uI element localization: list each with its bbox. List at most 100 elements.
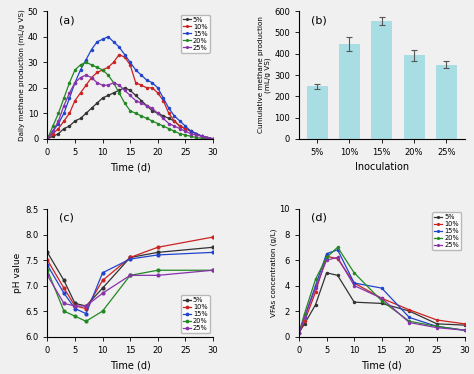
15%	[61, 291, 67, 295]
20%	[155, 268, 161, 273]
Bar	[339, 44, 360, 139]
10%	[45, 258, 50, 262]
Line: 15%: 15%	[46, 35, 215, 141]
5%	[193, 132, 199, 136]
5%	[205, 135, 210, 140]
5%	[324, 270, 329, 275]
20%	[78, 62, 83, 67]
5%	[55, 132, 61, 136]
5%	[138, 98, 144, 103]
20%	[50, 124, 56, 128]
15%	[149, 80, 155, 85]
25%	[301, 315, 307, 320]
15%	[313, 283, 319, 288]
10%	[166, 111, 172, 116]
10%	[210, 235, 216, 239]
15%	[138, 73, 144, 77]
Legend: 5%, 10%, 15%, 20%, 25%: 5%, 10%, 15%, 20%, 25%	[181, 15, 210, 53]
5%	[122, 86, 128, 90]
20%	[210, 268, 216, 273]
20%	[160, 124, 166, 128]
15%	[72, 80, 78, 85]
20%	[83, 319, 89, 324]
15%	[100, 270, 105, 275]
15%	[199, 134, 205, 138]
10%	[407, 307, 412, 312]
10%	[205, 135, 210, 140]
10%	[83, 83, 89, 88]
5%	[166, 116, 172, 121]
10%	[324, 254, 329, 258]
5%	[160, 114, 166, 118]
25%	[105, 83, 111, 88]
Text: (c): (c)	[59, 213, 74, 223]
Text: (d): (d)	[310, 213, 327, 223]
20%	[100, 309, 105, 313]
20%	[133, 111, 138, 116]
20%	[296, 331, 302, 335]
10%	[144, 86, 150, 90]
15%	[301, 315, 307, 320]
15%	[182, 124, 188, 128]
10%	[160, 98, 166, 103]
25%	[188, 132, 194, 136]
25%	[351, 283, 357, 288]
5%	[335, 273, 340, 278]
15%	[210, 250, 216, 255]
Text: (b): (b)	[310, 15, 326, 25]
20%	[72, 68, 78, 72]
10%	[116, 52, 122, 57]
20%	[89, 62, 94, 67]
10%	[182, 126, 188, 131]
20%	[94, 65, 100, 70]
5%	[116, 88, 122, 93]
5%	[105, 93, 111, 98]
10%	[199, 134, 205, 138]
5%	[83, 111, 89, 116]
5%	[149, 108, 155, 113]
Text: (a): (a)	[59, 15, 74, 25]
25%	[67, 91, 73, 95]
15%	[193, 132, 199, 136]
5%	[100, 96, 105, 100]
Line: 10%: 10%	[46, 235, 215, 311]
Line: 20%: 20%	[46, 268, 215, 324]
5%	[155, 250, 161, 255]
25%	[379, 296, 384, 301]
25%	[89, 75, 94, 80]
5%	[67, 124, 73, 128]
15%	[335, 248, 340, 252]
25%	[149, 106, 155, 110]
20%	[61, 309, 67, 313]
10%	[462, 322, 467, 326]
25%	[182, 129, 188, 134]
20%	[149, 119, 155, 123]
15%	[94, 40, 100, 44]
5%	[177, 124, 182, 128]
20%	[210, 137, 216, 141]
15%	[155, 86, 161, 90]
25%	[462, 328, 467, 332]
20%	[100, 68, 105, 72]
5%	[210, 137, 216, 141]
20%	[61, 96, 67, 100]
Legend: 5%, 10%, 15%, 20%, 25%: 5%, 10%, 15%, 20%, 25%	[181, 295, 210, 333]
25%	[61, 301, 67, 306]
10%	[313, 290, 319, 294]
10%	[89, 75, 94, 80]
10%	[138, 83, 144, 88]
10%	[67, 111, 73, 116]
20%	[199, 136, 205, 141]
Bar	[307, 86, 328, 139]
5%	[61, 278, 67, 283]
5%	[89, 106, 94, 110]
5%	[210, 245, 216, 249]
5%	[111, 91, 117, 95]
20%	[407, 319, 412, 324]
20%	[205, 136, 210, 141]
10%	[210, 137, 216, 141]
20%	[116, 91, 122, 95]
15%	[83, 312, 89, 316]
25%	[335, 255, 340, 260]
10%	[128, 255, 133, 260]
